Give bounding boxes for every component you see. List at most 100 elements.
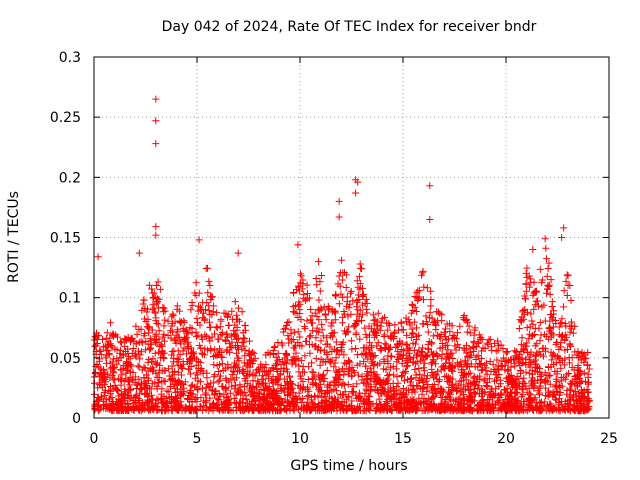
data-point [415,365,423,373]
data-point [385,370,393,378]
data-point [347,310,355,318]
data-point [233,311,241,319]
data-point [444,388,452,396]
data-point [538,276,546,284]
data-point [348,345,356,353]
data-point [218,354,226,362]
data-point [559,331,567,339]
data-point [154,320,162,328]
data-point [407,374,415,382]
y-axis-label: ROTI / TECUs [6,191,22,283]
data-point [156,285,164,293]
chart-title: Day 042 of 2024, Rate Of TEC Index for r… [162,19,537,35]
data-point [362,385,370,393]
x-tick-label: 20 [497,431,515,447]
data-point [543,272,551,280]
data-point [363,309,371,317]
data-point [331,382,339,390]
data-point [340,307,348,315]
data-point [457,377,465,385]
data-point [301,323,309,331]
data-point [335,272,343,280]
data-point [519,307,527,315]
data-point [362,362,370,370]
data-point [294,241,302,249]
data-point [342,283,350,291]
data-point [332,354,340,362]
data-point [203,380,211,388]
data-point [185,365,193,373]
data-point [231,399,239,407]
data-point [522,368,530,376]
data-point [565,369,573,377]
data-point [383,399,391,407]
data-point [354,291,362,299]
data-point [393,373,401,381]
data-point [204,346,212,354]
data-point [152,95,160,103]
data-point [231,298,239,306]
data-point [292,349,300,357]
data-point [327,322,335,330]
data-point [344,380,352,388]
data-point [402,386,410,394]
data-point [512,388,520,396]
data-point [438,317,446,325]
data-point [155,327,163,335]
data-point [146,345,154,353]
data-point [432,326,440,334]
data-point [135,249,143,257]
data-point [352,189,360,197]
data-point [325,381,333,389]
data-point [223,347,231,355]
data-point [146,385,154,393]
data-point [285,318,293,326]
data-point [520,374,528,382]
data-point [283,319,291,327]
data-point [481,375,489,383]
data-point [202,384,210,392]
data-point [205,302,213,310]
data-point [423,284,431,292]
data-point [412,352,420,360]
data-point [463,328,471,336]
data-point [411,366,419,374]
data-point [465,322,473,330]
data-point [560,303,568,311]
data-point [529,291,537,299]
x-axis-label: GPS time / hours [290,458,407,474]
data-points [90,95,593,415]
data-point [433,331,441,339]
data-point [361,351,369,359]
data-point [427,296,435,304]
data-point [153,395,161,403]
data-point [529,246,537,254]
data-point [386,364,394,372]
data-point [227,343,235,351]
data-point [530,305,538,313]
data-point [161,316,169,324]
data-point [387,353,395,361]
data-point [234,304,242,312]
data-point [415,286,423,294]
data-point [422,312,430,320]
data-point [549,350,557,358]
data-point [312,275,320,283]
data-point [347,337,355,345]
data-point [211,346,219,354]
data-point [527,310,535,318]
data-point [397,319,405,327]
data-point [332,290,340,298]
data-point [362,305,370,313]
data-point [227,375,235,383]
data-point [309,368,317,376]
data-point [277,382,285,390]
data-point [567,386,575,394]
data-point [410,347,418,355]
data-point [108,372,116,380]
data-point [278,387,286,395]
data-point [356,360,364,368]
data-point [551,395,559,403]
data-point [318,326,326,334]
